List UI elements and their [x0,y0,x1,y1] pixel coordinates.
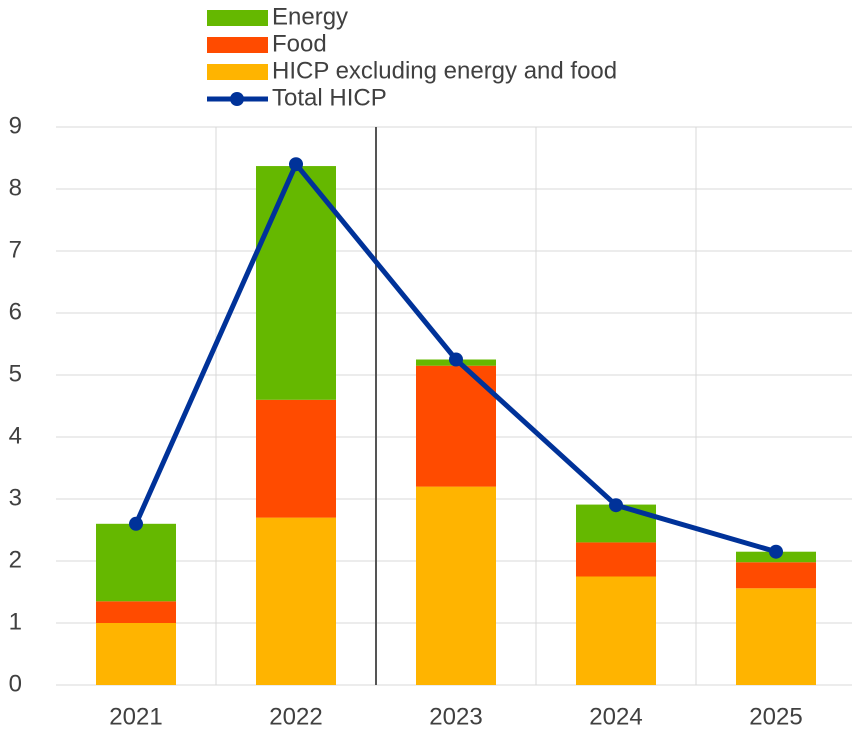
bar-segment [96,623,176,685]
bar-segment [416,486,496,685]
legend-label: Food [272,30,327,57]
line-marker [129,516,143,531]
x-tick-label: 2025 [749,703,802,730]
legend-label: HICP excluding energy and food [272,57,617,84]
legend-swatch [207,64,268,80]
legend-label: Total HICP [272,84,387,111]
bar-segment [96,601,176,623]
line-marker [289,157,303,172]
x-tick-label: 2024 [589,703,642,730]
bar-segment [576,576,656,685]
bar-segment [736,588,816,685]
y-tick-label: 7 [9,236,22,263]
line-marker [609,498,623,513]
y-tick-label: 3 [9,484,22,511]
bar-segment [256,399,336,518]
x-tick-label: 2021 [109,703,162,730]
x-tick-label: 2022 [269,703,322,730]
legend-marker [230,92,244,106]
legend-label: Energy [272,3,348,30]
y-tick-label: 8 [9,174,22,201]
legend-swatch [207,37,268,53]
bar-segment [736,562,816,589]
y-tick-label: 0 [9,670,22,697]
bar-segment [256,166,336,400]
y-tick-label: 2 [9,546,22,573]
line-marker [449,352,463,367]
bar-segment [576,542,656,577]
legend-swatch [207,10,268,26]
bar-segment [96,523,176,602]
line-marker [769,544,783,559]
y-tick-label: 4 [9,422,22,449]
y-tick-label: 5 [9,360,22,387]
x-tick-label: 2023 [429,703,482,730]
y-tick-label: 9 [9,112,22,139]
bar-segment [256,517,336,685]
y-tick-label: 6 [9,298,22,325]
y-tick-label: 1 [9,608,22,635]
